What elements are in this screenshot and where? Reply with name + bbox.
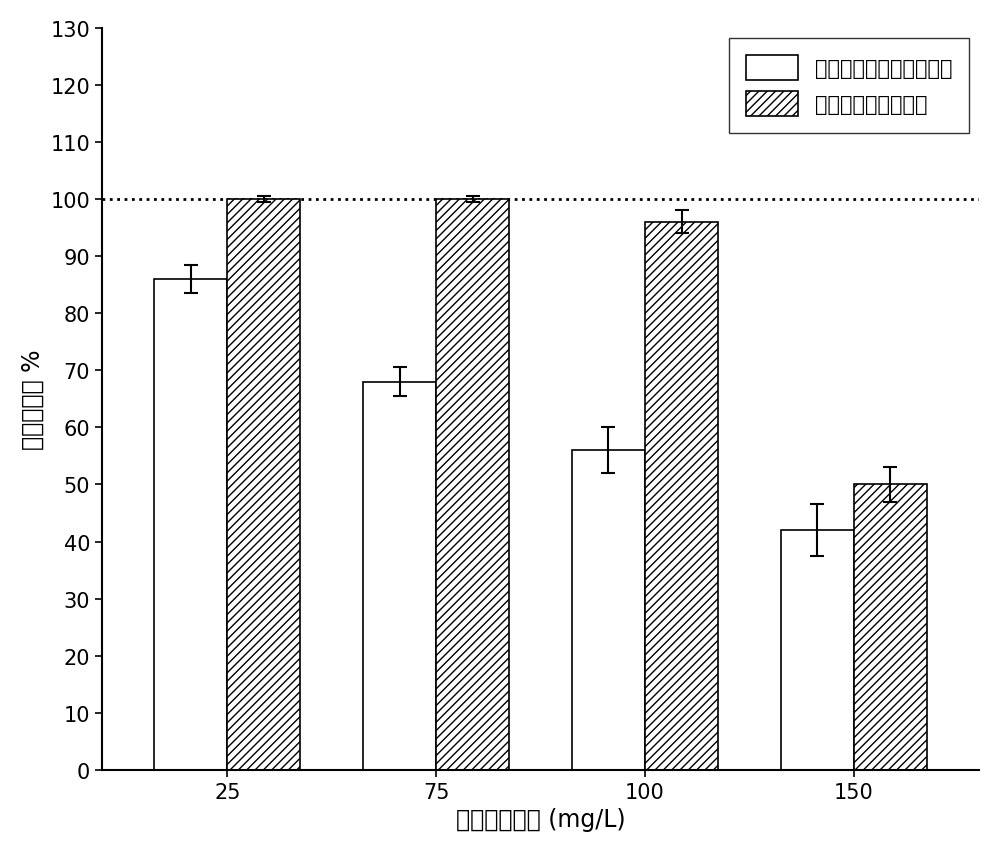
Bar	[227, 200, 300, 770]
Bar	[854, 485, 927, 770]
Bar	[572, 451, 645, 770]
Bar	[645, 222, 718, 770]
X-axis label: 进水总酚浓度 (mg/L): 进水总酚浓度 (mg/L)	[456, 807, 625, 832]
Bar	[363, 383, 436, 770]
Bar	[154, 279, 227, 770]
Y-axis label: 总酚降解率 %: 总酚降解率 %	[21, 349, 45, 450]
Legend: 固定化厌氧生物膜反应器, 固定化小球藻反应器: 固定化厌氧生物膜反应器, 固定化小球藻反应器	[729, 39, 969, 134]
Bar	[436, 200, 509, 770]
Bar	[781, 531, 854, 770]
